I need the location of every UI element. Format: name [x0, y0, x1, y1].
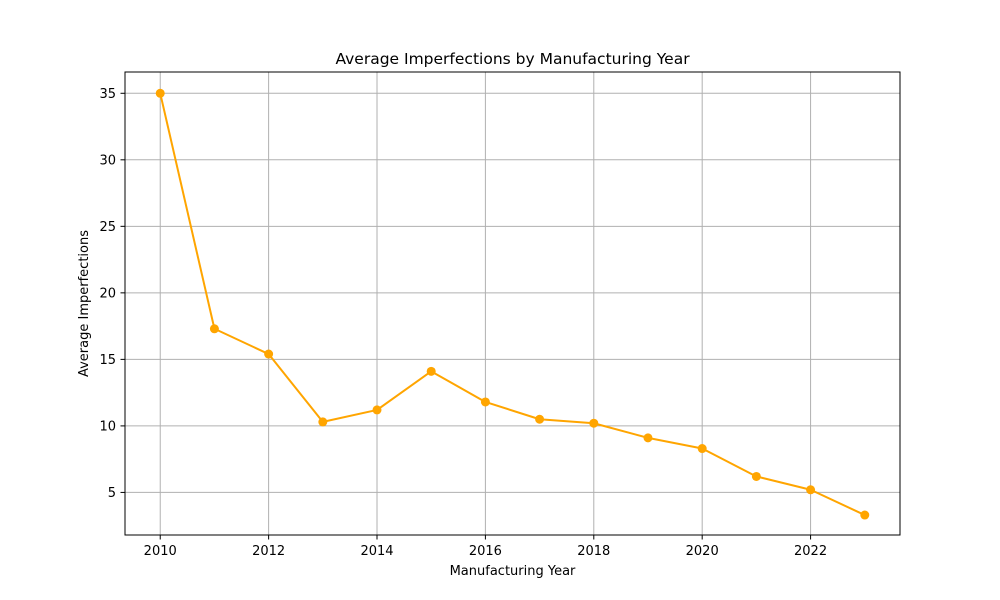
x-tick-label: 2018: [577, 544, 610, 559]
y-tick-label: 5: [108, 486, 116, 501]
x-tick-label: 2016: [469, 544, 502, 559]
y-tick-label: 15: [99, 353, 116, 368]
data-point: [155, 88, 165, 98]
series-line: [159, 93, 866, 516]
data-point: [264, 349, 274, 359]
series: [155, 88, 870, 520]
data-point: [697, 444, 707, 454]
data-point: [751, 471, 761, 481]
data-point: [535, 414, 545, 424]
x-tick-label: 2012: [252, 544, 285, 559]
data-point: [643, 433, 653, 443]
y-tick-label: 25: [99, 220, 116, 235]
x-tick-label: 2020: [686, 544, 719, 559]
plot-frame: [124, 71, 901, 536]
data-point: [372, 405, 382, 415]
x-tick-label: 2022: [794, 544, 827, 559]
y-tick-label: 20: [99, 286, 116, 301]
data-point: [589, 418, 599, 428]
ticks: 2010 2012 2014 2016 2018 2020 2022 5 10 15 20 25 30 3…: [99, 87, 827, 559]
y-tick-label: 30: [99, 153, 116, 168]
data-point: [209, 324, 219, 334]
chart-title: Average Imperfections by Manufacturing Y…: [335, 50, 690, 68]
data-point: [426, 366, 436, 376]
data-point: [318, 417, 328, 427]
x-tick-label: 2014: [360, 544, 393, 559]
y-axis-title: Average Imperfections: [77, 230, 92, 377]
y-tick-label: 35: [99, 87, 116, 102]
y-tick-label: 10: [99, 419, 116, 434]
data-point: [480, 397, 490, 407]
data-point: [860, 510, 870, 520]
data-point: [806, 485, 816, 495]
grid: [125, 72, 900, 535]
x-tick-label: 2010: [144, 544, 177, 559]
x-axis-title: Manufacturing Year: [450, 564, 576, 579]
